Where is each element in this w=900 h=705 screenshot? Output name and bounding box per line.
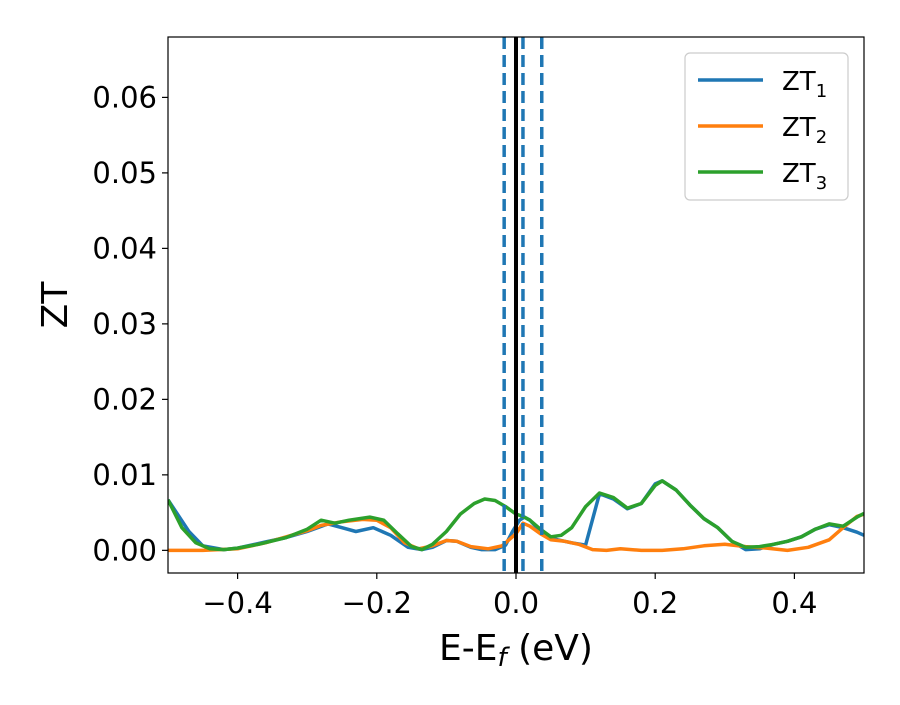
y-tick-label-3: 0.03 — [92, 307, 157, 341]
y-tick-label-0: 0.00 — [92, 533, 157, 567]
y-tick-label-1: 0.01 — [92, 458, 157, 492]
x-tick-label-0: −0.4 — [202, 586, 272, 620]
x-axis-label-main: E-E — [439, 628, 497, 669]
y-tick-label-6: 0.06 — [92, 80, 157, 114]
y-axis-label: ZT — [35, 281, 76, 329]
x-tick-label-1: −0.2 — [342, 586, 412, 620]
legend-label-main-2: ZT — [782, 113, 816, 143]
legend-label-2: ZT2 — [782, 113, 827, 148]
y-tick-label-5: 0.05 — [92, 156, 157, 190]
legend-label-sub-1: 1 — [816, 81, 827, 102]
legend-box — [684, 52, 849, 201]
series-line-3 — [168, 479, 864, 552]
legend-label-main-1: ZT — [782, 67, 816, 97]
legend-label-3: ZT3 — [782, 159, 827, 194]
x-axis-label: E-Ef (eV) — [439, 628, 593, 673]
x-tick-label-4: 0.4 — [771, 586, 817, 620]
plot-marks — [168, 37, 864, 573]
x-axis-label-unit: (eV) — [507, 628, 593, 669]
x-tick-label-2: 0.0 — [493, 586, 539, 620]
legend-label-sub-3: 3 — [816, 173, 827, 194]
x-tick-label-3: 0.2 — [632, 586, 678, 620]
y-tick-label-2: 0.02 — [92, 382, 157, 416]
axis-ticks: −0.4 −0.2 0.0 0.2 0.4 0.00 0.01 0.02 0.03 0.04 0.0… — [92, 80, 817, 620]
legend-label-1: ZT1 — [782, 67, 827, 102]
y-tick-label-4: 0.04 — [92, 231, 157, 265]
legend-label-main-3: ZT — [782, 159, 816, 189]
legend-label-sub-2: 2 — [816, 127, 827, 148]
